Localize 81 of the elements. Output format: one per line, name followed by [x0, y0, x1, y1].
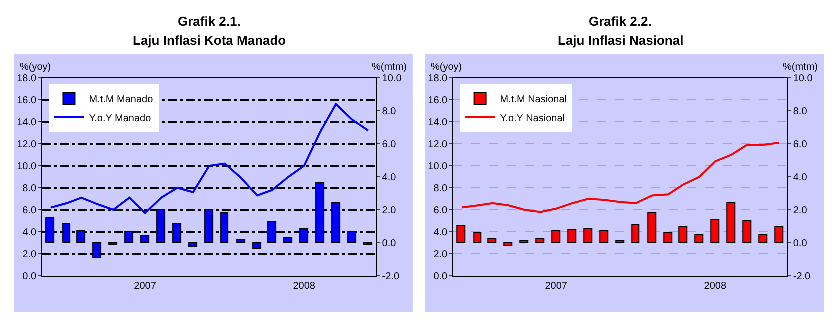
y-tick-label: 18.0: [428, 74, 448, 84]
bar: [552, 230, 561, 243]
y-tick-label: 8.0: [434, 184, 448, 194]
y-tick-label: 16.0: [17, 96, 37, 106]
y-tick-label: 6.0: [22, 206, 37, 216]
x-tick-label: 2008: [704, 281, 727, 292]
y-tick-label: 18.0: [17, 74, 37, 84]
chart-subtitle: Laju Inflasi Kota Manado: [133, 33, 286, 48]
y2-tick-label: 6.0: [793, 140, 808, 150]
bar: [284, 237, 293, 243]
bar: [364, 242, 373, 245]
y-tick-label: 16.0: [428, 96, 448, 106]
y-tick-label: 6.0: [434, 206, 448, 216]
y-tick-label: 10.0: [17, 162, 37, 172]
bar: [600, 230, 609, 243]
chart-title: Grafik 2.1.: [178, 14, 241, 29]
x-tick-label: 2007: [545, 281, 568, 292]
legend-label: M.t.M Manado: [89, 94, 154, 106]
bar: [632, 224, 640, 243]
bar: [474, 232, 482, 243]
bar: [140, 235, 150, 243]
bar: [456, 225, 466, 243]
y-axis-title: %(yoy): [20, 62, 52, 73]
y2-tick-label: 6.0: [382, 140, 397, 150]
bar: [678, 226, 688, 243]
chart-subtitle: Laju Inflasi Nasional: [558, 33, 684, 48]
y-tick-label: 2.0: [434, 250, 448, 260]
y-tick-label: 0.0: [434, 272, 448, 282]
bar: [504, 242, 513, 246]
y2-tick-label: -2.0: [382, 272, 400, 282]
bar: [520, 240, 529, 243]
bar: [726, 202, 736, 243]
chart-title: Grafik 2.2.: [589, 14, 652, 29]
bar: [188, 242, 198, 247]
y2-tick-label: 4.0: [793, 172, 808, 184]
bar: [758, 234, 768, 243]
y2-tick-label: 10.0: [793, 74, 814, 84]
y-tick-label: 12.0: [428, 140, 448, 150]
y-tick-label: 8.0: [22, 184, 37, 194]
bar: [584, 228, 593, 243]
y2-tick-label: 10.0: [382, 74, 402, 84]
y-tick-label: 0.0: [22, 272, 37, 282]
y2-tick-label: 4.0: [382, 172, 397, 184]
y-tick-label: 4.0: [22, 228, 37, 238]
legend-label: Y.o.Y Nasional: [500, 113, 565, 124]
bar: [488, 238, 497, 243]
bar: [536, 238, 545, 243]
y2-tick-label: 0.0: [793, 238, 808, 250]
y2-axis-title: %(mtm): [372, 62, 407, 73]
bar: [774, 226, 784, 243]
bar: [648, 212, 657, 243]
legend-label: Y.o.Y Manado: [89, 113, 152, 124]
bar: [236, 239, 246, 243]
bar: [710, 219, 720, 243]
y-axis-title: %(yoy): [431, 62, 462, 73]
line-series: [460, 142, 781, 214]
x-tick-label: 2008: [293, 281, 316, 292]
y-tick-label: 4.0: [434, 228, 448, 238]
x-tick-label: 2007: [134, 281, 157, 292]
y-tick-label: 10.0: [428, 162, 448, 172]
y-tick-label: 14.0: [428, 118, 448, 128]
y2-tick-label: 2.0: [793, 206, 808, 216]
y2-tick-label: 0.0: [382, 238, 397, 250]
bar: [108, 242, 118, 245]
y2-tick-label: 8.0: [382, 106, 397, 118]
line-series: [50, 103, 370, 214]
y2-tick-label: -2.0: [793, 272, 812, 282]
legend-label: M.t.M Nasional: [500, 94, 567, 106]
y2-axis-title: %(mtm): [783, 62, 818, 73]
y-tick-label: 2.0: [22, 250, 37, 260]
bar: [694, 234, 704, 243]
bar: [568, 229, 577, 243]
bar: [664, 232, 673, 243]
bar: [252, 242, 262, 249]
y2-tick-label: 2.0: [382, 206, 397, 216]
y-tick-label: 12.0: [17, 140, 37, 150]
y-tick-label: 14.0: [17, 118, 37, 128]
bar: [742, 220, 752, 243]
bar: [204, 209, 214, 243]
y2-tick-label: 8.0: [793, 106, 808, 118]
bar: [616, 240, 625, 243]
